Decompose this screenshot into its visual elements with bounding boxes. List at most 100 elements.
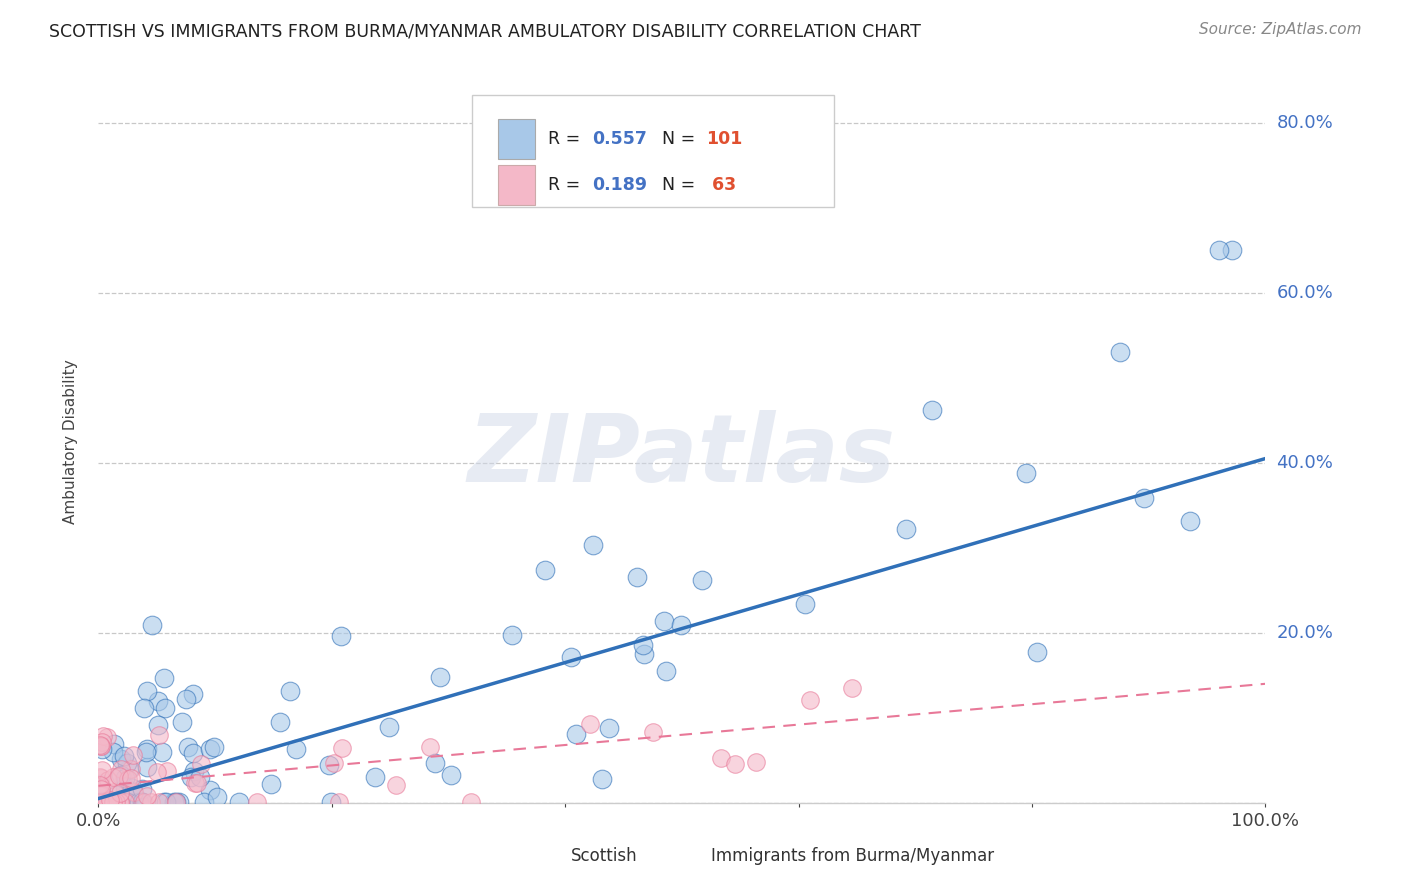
Point	[117, 772, 139, 786]
Point	[598, 721, 620, 735]
Point	[89, 770, 111, 784]
Point	[96, 795, 118, 809]
Point	[146, 693, 169, 707]
Point	[89, 795, 111, 809]
Point	[90, 735, 112, 749]
Text: Source: ZipAtlas.com: Source: ZipAtlas.com	[1198, 22, 1361, 37]
Point	[200, 742, 222, 756]
Text: 0.189: 0.189	[592, 176, 647, 194]
Point	[91, 795, 114, 809]
Text: Immigrants from Burma/Myanmar: Immigrants from Burma/Myanmar	[711, 847, 994, 865]
Point	[560, 649, 582, 664]
Text: 63: 63	[706, 176, 737, 194]
Point	[98, 795, 121, 809]
Point	[108, 787, 131, 801]
Point	[103, 737, 125, 751]
Point	[90, 739, 112, 754]
Point	[378, 720, 401, 734]
Point	[98, 795, 121, 809]
Point	[117, 795, 139, 809]
Point	[626, 570, 648, 584]
Point	[122, 785, 145, 799]
Point	[323, 756, 346, 771]
Point	[654, 665, 676, 679]
Point	[156, 764, 179, 778]
Point	[150, 745, 173, 759]
Point	[330, 629, 353, 643]
Point	[460, 795, 482, 809]
Text: 20.0%: 20.0%	[1277, 624, 1333, 642]
Point	[581, 538, 603, 552]
Point	[153, 795, 176, 809]
Point	[103, 795, 125, 809]
Point	[90, 771, 112, 785]
Point	[114, 795, 136, 809]
FancyBboxPatch shape	[530, 843, 565, 870]
Point	[278, 684, 301, 698]
Point	[710, 751, 733, 765]
Point	[146, 764, 169, 779]
Point	[114, 780, 136, 795]
Point	[118, 762, 141, 776]
Point	[202, 740, 225, 755]
Point	[122, 747, 145, 762]
Point	[103, 745, 125, 759]
Point	[167, 795, 190, 809]
Point	[652, 614, 675, 628]
Point	[103, 795, 125, 809]
Point	[176, 739, 198, 754]
Point	[108, 795, 131, 809]
Point	[141, 617, 163, 632]
Point	[188, 770, 211, 784]
Text: 0.557: 0.557	[592, 130, 647, 148]
Point	[104, 795, 127, 809]
FancyBboxPatch shape	[671, 843, 706, 870]
Point	[136, 742, 159, 756]
Point	[100, 795, 122, 809]
Point	[180, 770, 202, 784]
Text: 60.0%: 60.0%	[1277, 284, 1333, 301]
Point	[96, 772, 118, 787]
Point	[110, 751, 132, 765]
Text: 40.0%: 40.0%	[1277, 454, 1333, 472]
Point	[91, 729, 114, 743]
Point	[136, 760, 159, 774]
Point	[641, 725, 664, 739]
Point	[193, 795, 215, 809]
Text: 80.0%: 80.0%	[1277, 114, 1333, 132]
Point	[423, 756, 446, 770]
Point	[429, 670, 451, 684]
Point	[165, 795, 187, 809]
Point	[318, 758, 340, 772]
Point	[101, 770, 124, 784]
Point	[100, 793, 122, 807]
Point	[112, 748, 135, 763]
Point	[146, 717, 169, 731]
Point	[128, 795, 150, 809]
Text: Scottish: Scottish	[571, 847, 638, 865]
Point	[121, 781, 143, 796]
Point	[174, 691, 197, 706]
Point	[103, 795, 125, 809]
Text: N =: N =	[662, 176, 700, 194]
Point	[136, 789, 159, 803]
Point	[120, 762, 142, 776]
Point	[186, 775, 208, 789]
Point	[124, 785, 146, 799]
Point	[799, 693, 821, 707]
Point	[419, 739, 441, 754]
Point	[1109, 345, 1132, 359]
Point	[319, 795, 342, 809]
Point	[633, 647, 655, 661]
Point	[1014, 466, 1036, 480]
Point	[1133, 491, 1156, 506]
Point	[96, 731, 118, 745]
Point	[90, 739, 112, 754]
Point	[135, 745, 157, 759]
Point	[841, 681, 863, 695]
Point	[501, 628, 523, 642]
Point	[591, 772, 613, 786]
Point	[564, 727, 586, 741]
Point	[114, 772, 136, 786]
Y-axis label: Ambulatory Disability: Ambulatory Disability	[63, 359, 77, 524]
